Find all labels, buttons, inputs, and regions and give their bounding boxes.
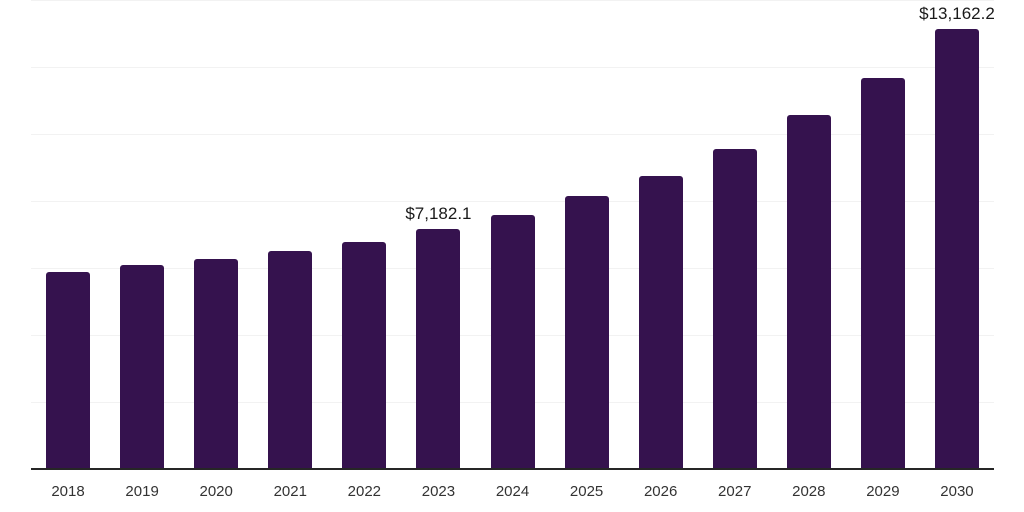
gridline-8000 — [31, 201, 994, 202]
bar-slot-2029 — [846, 0, 920, 470]
x-tick-2024: 2024 — [495, 483, 530, 500]
bar-2020[interactable] — [194, 258, 239, 470]
bar-2026[interactable] — [638, 175, 683, 470]
gridline-10000 — [31, 134, 994, 135]
bar-slot-2022 — [327, 0, 401, 470]
gridline-14000 — [31, 0, 994, 1]
x-tick-2019: 2019 — [125, 483, 159, 500]
x-tick-2023: 2023 — [421, 483, 456, 500]
bar-2024[interactable] — [490, 214, 535, 470]
bar-series: $7,182.1 $13,162.2 — [31, 0, 995, 470]
bar-2030[interactable] — [934, 29, 979, 470]
bar-slot-2025 — [550, 0, 624, 470]
bar-2018[interactable] — [46, 271, 91, 470]
x-axis-line — [31, 468, 994, 470]
x-tick-2022: 2022 — [347, 483, 382, 500]
bar-slot-2021 — [253, 0, 327, 470]
x-tick-2026: 2026 — [643, 483, 678, 500]
x-tick-2030: 2030 — [940, 483, 974, 500]
x-tick-2025: 2025 — [569, 483, 604, 500]
bar-slot-2018 — [31, 0, 105, 470]
bar-slot-2030: $13,162.2 — [919, 0, 995, 470]
x-axis-tick-labels: 2018 2019 2020 2021 2022 2023 2024 2025 2026 2027… — [31, 483, 994, 500]
data-label-2023: $7,182.1 — [405, 204, 472, 224]
bar-slot-2024 — [475, 0, 549, 470]
bar-slot-2026 — [624, 0, 698, 470]
bar-2027[interactable] — [712, 149, 757, 470]
bar-slot-2028 — [772, 0, 846, 470]
bar-2023[interactable] — [416, 229, 461, 470]
plot-area: $7,182.1 $13,162.2 — [31, 0, 995, 470]
x-tick-2021: 2021 — [273, 483, 307, 500]
bar-2025[interactable] — [564, 196, 609, 470]
bar-2029[interactable] — [860, 77, 905, 470]
bar-2019[interactable] — [120, 265, 165, 470]
bar-2028[interactable] — [786, 115, 831, 470]
bar-slot-2027 — [698, 0, 772, 470]
x-tick-2020: 2020 — [199, 483, 233, 500]
data-label-2030: $13,162.2 — [919, 4, 995, 24]
x-tick-2028: 2028 — [792, 483, 826, 500]
bar-slot-2019 — [105, 0, 179, 470]
x-tick-2027: 2027 — [718, 483, 752, 500]
bar-slot-2020 — [179, 0, 253, 470]
bar-2021[interactable] — [268, 250, 313, 470]
x-tick-2018: 2018 — [51, 483, 85, 500]
gridline-12000 — [31, 67, 994, 68]
bar-2022[interactable] — [342, 241, 387, 470]
bar-slot-2023: $7,182.1 — [401, 0, 475, 470]
x-tick-2029: 2029 — [866, 483, 900, 500]
